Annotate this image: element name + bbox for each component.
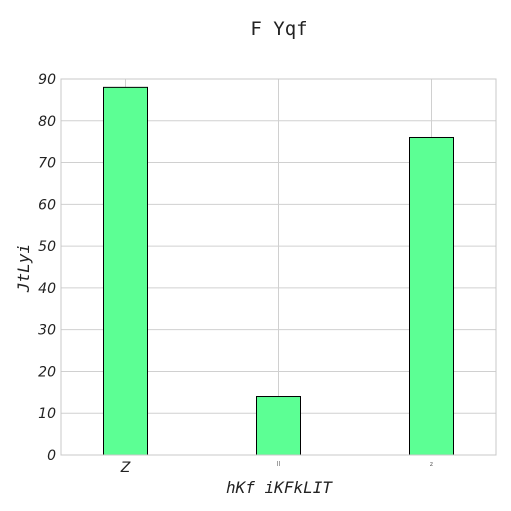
y-tick-label: 0 bbox=[47, 448, 56, 464]
y-tick-label: 50 bbox=[38, 239, 56, 255]
y-tick-label: 80 bbox=[38, 114, 56, 130]
y-axis-label: JtLyi bbox=[14, 244, 33, 293]
y-tick-label: 30 bbox=[38, 323, 56, 339]
x-axis-label: hKf iKFkLIT bbox=[226, 478, 333, 497]
bar-2 bbox=[257, 397, 301, 455]
y-tick-label: 60 bbox=[38, 197, 56, 213]
y-tick-label: 90 bbox=[38, 72, 56, 88]
y-tick-label: 20 bbox=[38, 364, 56, 380]
x-tick-label: Z bbox=[120, 460, 131, 476]
bar-1 bbox=[104, 87, 148, 455]
bar-3 bbox=[410, 137, 454, 455]
y-tick-label: 70 bbox=[38, 156, 56, 172]
y-tick-label: 40 bbox=[38, 281, 56, 297]
x-tick-label: z bbox=[430, 461, 433, 468]
x-tick-label: ll bbox=[277, 461, 281, 468]
chart-title: F Yqf bbox=[250, 18, 307, 40]
y-axis-ticks: 0 10 20 30 40 50 60 70 80 90 bbox=[38, 72, 56, 464]
y-tick-label: 10 bbox=[38, 406, 56, 422]
